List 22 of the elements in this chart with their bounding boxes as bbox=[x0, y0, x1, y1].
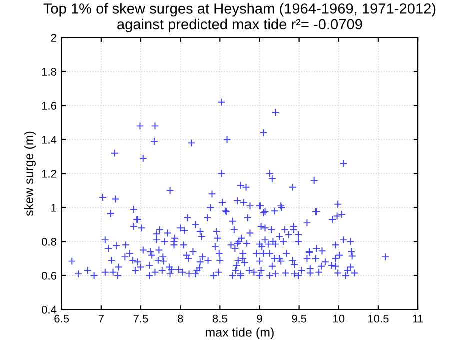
x-tick-label: 10.5 bbox=[368, 314, 389, 323]
y-tick-label: 1.4 bbox=[42, 136, 57, 144]
x-tick-label: 8 bbox=[178, 314, 184, 323]
chart-title: Top 1% of skew surges at Heysham (1964-1969, 1971-2012) against predicted max tide r²= -0.0709 bbox=[44, 3, 436, 32]
y-tick-label: 1.6 bbox=[42, 102, 56, 110]
y-tick-label: 0.6 bbox=[42, 272, 56, 280]
x-tick-label: 7.5 bbox=[134, 315, 148, 323]
y-tick-label: 0.8 bbox=[42, 238, 56, 246]
x-tick-label: 10 bbox=[334, 314, 345, 323]
x-tick-label: 8.5 bbox=[212, 314, 228, 323]
y-tick-label: 1 bbox=[52, 204, 56, 212]
x-axis-title: max tide (m) bbox=[206, 328, 274, 340]
y-axis-title: skew surge (m) bbox=[24, 132, 36, 216]
x-tick-label: 11 bbox=[413, 315, 424, 323]
y-tick-label: 2 bbox=[51, 34, 56, 42]
x-tick-label: 7 bbox=[98, 315, 104, 323]
y-tick-label: 1.2 bbox=[42, 170, 56, 178]
y-tick-label: 0.4 bbox=[42, 306, 57, 314]
y-tick-label: 1.8 bbox=[42, 68, 56, 76]
x-tick-label: 9 bbox=[257, 314, 262, 323]
x-tick-label: 6.5 bbox=[54, 314, 70, 323]
x-tick-label: 9.5 bbox=[292, 314, 307, 323]
